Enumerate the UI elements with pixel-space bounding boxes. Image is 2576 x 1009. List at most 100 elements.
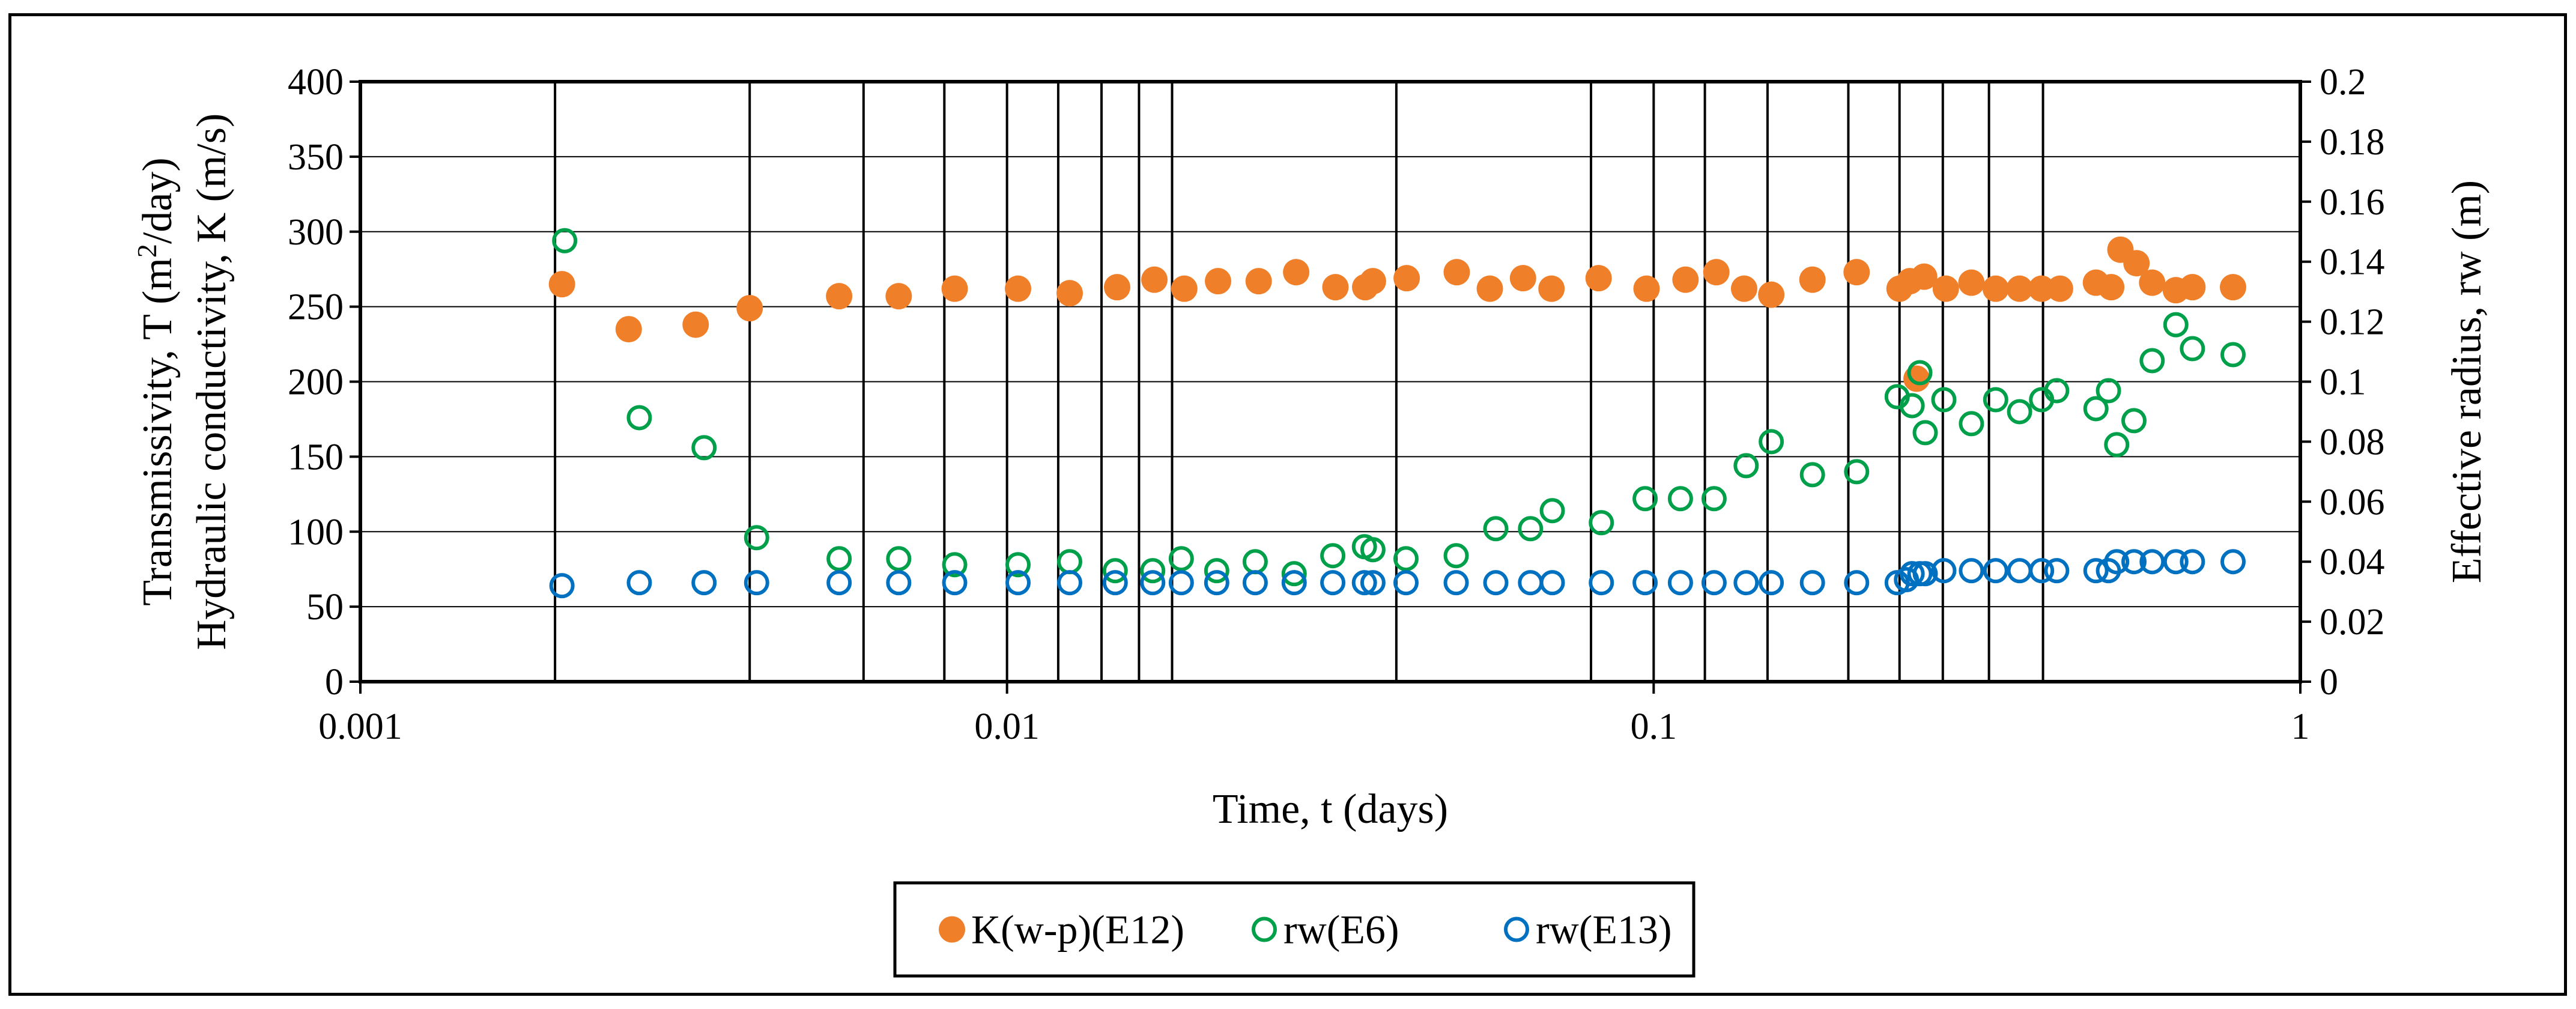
data-point (1844, 459, 1870, 485)
data-point (1903, 365, 1930, 392)
data-point (2083, 396, 2109, 422)
left-tick-label: 300 (288, 212, 344, 253)
legend-label: rw(E6) (1283, 907, 1399, 953)
data-point (1667, 570, 1693, 596)
legend-item: rw(E13) (1504, 907, 1672, 953)
right-axis-title: Effective radius, rw (m) (2444, 180, 2490, 583)
data-point (1701, 570, 1727, 596)
data-point (2096, 378, 2121, 404)
data-point (2139, 269, 2166, 296)
x-tick-label: 0.1 (1631, 706, 1677, 747)
left-tick-label: 150 (288, 437, 344, 477)
data-point (1204, 558, 1229, 584)
data-point (826, 546, 852, 572)
right-tick-label: 0 (2320, 662, 2338, 703)
data-point (691, 570, 717, 596)
data-point (1476, 275, 1503, 302)
data-point (2220, 549, 2246, 575)
data-point (1205, 268, 1232, 295)
data-point (552, 228, 578, 253)
legend-item: K(w-p)(E12) (939, 907, 1184, 953)
data-point (1168, 546, 1194, 572)
data-point (1204, 570, 1229, 596)
data-point (885, 283, 912, 310)
data-point (2163, 549, 2189, 575)
right-axis-ticks: 0 0.02 0.04 0.06 0.08 0.1 0.12 0.14 0.16 0.18 0.2 (2300, 62, 2385, 703)
data-point (2044, 558, 2070, 584)
legend-item: rw(E6) (1252, 907, 1399, 953)
data-point (1799, 570, 1825, 596)
data-point (886, 546, 912, 572)
legend-marker (939, 916, 965, 943)
data-point (1320, 570, 1346, 596)
data-point (1703, 259, 1730, 286)
series-rw-e6 (552, 228, 2246, 587)
data-point (1759, 429, 1784, 455)
data-point (1322, 274, 1349, 301)
legend-marker (1252, 917, 1277, 942)
data-point (1632, 486, 1658, 512)
data-point (1907, 360, 1933, 386)
legend-box (893, 881, 1696, 978)
series-k-w-p-e12 (548, 236, 2246, 392)
x-tick-label: 0.01 (974, 706, 1040, 747)
left-tick-label: 0 (325, 662, 344, 703)
data-point (1056, 280, 1083, 307)
data-point (2007, 399, 2032, 425)
data-point (1911, 263, 1938, 290)
data-point (1983, 558, 2008, 584)
data-point (1140, 558, 1166, 584)
data-point (1844, 570, 1870, 596)
data-point (826, 570, 852, 596)
data-point (1242, 570, 1268, 596)
data-point (1281, 570, 1307, 596)
data-point (1912, 561, 1938, 587)
data-point (1443, 543, 1469, 569)
data-point (1733, 570, 1759, 596)
data-point (2028, 275, 2055, 302)
data-point (1509, 265, 1536, 292)
data-point (1242, 549, 1268, 575)
data-point (2029, 558, 2055, 584)
right-tick-label: 0.08 (2320, 422, 2385, 462)
data-point (2121, 549, 2147, 575)
data-point (744, 525, 769, 551)
data-point (1443, 570, 1469, 596)
data-point (1102, 558, 1128, 584)
data-point (2104, 432, 2130, 458)
right-tick-label: 0.2 (2320, 62, 2366, 103)
right-tick-label: 0.1 (2320, 362, 2366, 403)
data-point (1360, 570, 1386, 596)
data-point (1393, 265, 1420, 292)
left-tick-label: 100 (288, 512, 344, 553)
data-point (691, 435, 717, 461)
data-point (1359, 268, 1386, 295)
data-point (2007, 558, 2032, 584)
data-point (1799, 266, 1826, 293)
data-point (2219, 274, 2246, 301)
legend-label: K(w-p)(E12) (971, 907, 1184, 953)
data-point (1393, 570, 1419, 596)
data-point (1667, 486, 1693, 512)
data-point (1843, 259, 1870, 286)
data-point (1005, 552, 1031, 578)
data-point (826, 283, 853, 310)
data-point (1171, 275, 1198, 302)
left-tick-label: 400 (288, 62, 344, 103)
right-tick-label: 0.04 (2320, 542, 2385, 583)
data-point (1281, 561, 1307, 587)
data-point (2179, 274, 2206, 301)
x-tick-label: 0.001 (318, 706, 402, 747)
left-tick-label: 200 (288, 362, 344, 403)
data-point (1443, 259, 1470, 286)
data-point (626, 405, 652, 431)
data-point (1360, 537, 1386, 563)
legend-marker (1504, 917, 1529, 942)
data-point (1483, 516, 1509, 542)
data-point (1931, 558, 1957, 584)
data-point (1982, 275, 2009, 302)
data-point (1245, 268, 1272, 295)
data-point (2139, 549, 2165, 575)
series-rw-e13 (549, 549, 2246, 599)
data-point (2121, 408, 2147, 434)
